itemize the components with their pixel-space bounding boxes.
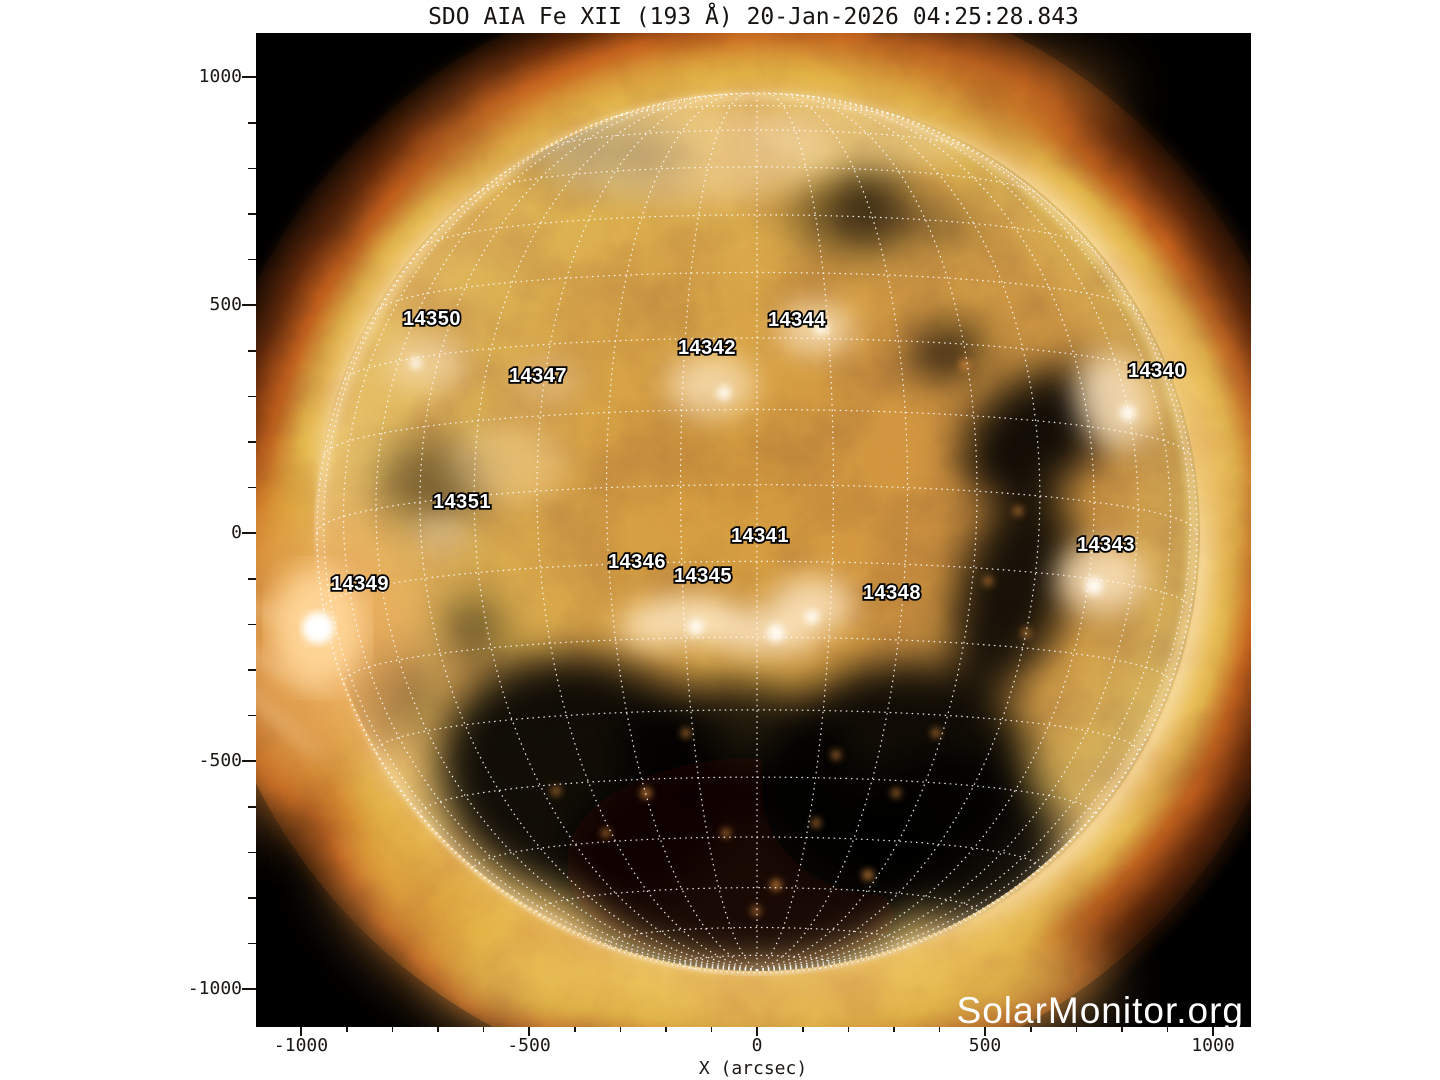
active-region-label-14340[interactable]: 14340 [1126, 358, 1187, 384]
y-minor-tick [248, 486, 256, 489]
grid-parallel [316, 484, 1198, 534]
solar-limb-circle [316, 92, 1198, 974]
x-tick-label: -1000 [273, 1035, 329, 1056]
y-minor-tick [248, 167, 256, 170]
y-minor-tick [248, 806, 256, 808]
x-minor-tick [893, 1027, 895, 1032]
x-tick-mark [528, 1027, 530, 1036]
y-tick-label: 0 [231, 522, 242, 543]
grid-parallel [541, 129, 973, 150]
grid-meridian [536, 93, 758, 971]
x-tick-label: -500 [507, 1035, 551, 1056]
x-minor-tick [482, 1027, 485, 1032]
solar-image-plot: 14350 14344 14342 14347 14340 14351 14341 14343… [132, 0, 1335, 1080]
y-tick-label: 1000 [198, 66, 242, 87]
x-tick-label: 1000 [1191, 1035, 1235, 1056]
y-tick-mark [242, 988, 256, 990]
x-minor-tick [574, 1027, 576, 1032]
y-tick-label: -1000 [187, 978, 242, 999]
active-region-label-14342[interactable]: 14342 [676, 335, 737, 361]
x-tick-mark [300, 1027, 302, 1036]
active-region-label-14349[interactable]: 14349 [329, 571, 390, 597]
grid-parallel [376, 271, 1138, 312]
grid-parallel [613, 104, 901, 118]
grid-meridian [680, 92, 758, 971]
x-minor-tick [1075, 1027, 1078, 1032]
active-region-label-14344[interactable]: 14344 [766, 307, 828, 333]
y-minor-tick [248, 350, 256, 352]
x-tick-mark [1212, 1027, 1214, 1036]
y-minor-tick [248, 395, 256, 398]
coronal-hole-bright-points [552, 360, 1030, 915]
y-minor-tick [248, 122, 256, 124]
x-minor-tick [391, 1027, 394, 1032]
y-minor-tick [248, 258, 256, 261]
x-minor-tick [710, 1027, 713, 1032]
x-tick-mark [756, 1027, 758, 1036]
active-region-label-14341[interactable]: 14341 [729, 523, 790, 549]
x-minor-tick [847, 1027, 850, 1032]
active-region-label-14351[interactable]: 14351 [431, 489, 492, 515]
y-minor-tick [248, 213, 256, 215]
grid-meridian [756, 92, 834, 971]
y-minor-tick [248, 942, 256, 945]
y-minor-tick [248, 578, 256, 580]
active-region-label-14345[interactable]: 14345 [672, 563, 733, 589]
x-minor-tick [1121, 1027, 1123, 1032]
x-minor-tick [802, 1027, 804, 1032]
plot-title: SDO AIA Fe XII (193 Å) 20-Jan-2026 04:25… [428, 4, 1079, 30]
y-tick-mark [242, 304, 256, 306]
y-minor-tick [248, 851, 256, 854]
x-minor-tick [938, 1027, 941, 1032]
active-region-label-14348[interactable]: 14348 [861, 580, 922, 606]
y-tick-mark [242, 532, 256, 534]
y-minor-tick [248, 714, 256, 717]
x-minor-tick [1166, 1027, 1169, 1032]
grid-meridian [342, 111, 758, 971]
heliographic-grid [316, 92, 1198, 974]
solarmonitor-watermark: SolarMonitor.org [957, 990, 1244, 1027]
x-tick-label: 0 [751, 1035, 763, 1056]
grid-meridian [756, 111, 1172, 971]
x-axis-title: X (arcsec) [698, 1058, 808, 1079]
x-minor-tick [346, 1027, 348, 1032]
active-region-label-14347[interactable]: 14347 [507, 363, 568, 389]
x-minor-tick [619, 1027, 622, 1032]
y-tick-mark [242, 76, 256, 78]
y-minor-tick [248, 441, 256, 443]
x-minor-tick [437, 1027, 439, 1032]
active-region-labels: 14350 14344 14342 14347 14340 14351 14341 14343… [329, 306, 1187, 606]
y-tick-mark [242, 760, 256, 762]
y-tick-label: -500 [198, 750, 242, 771]
grid-meridian [756, 93, 978, 971]
x-minor-tick [665, 1027, 667, 1032]
sdo-aia-sun-image: 14350 14344 14342 14347 14340 14351 14341 14343… [132, 0, 1335, 1080]
active-region-label-14350[interactable]: 14350 [401, 306, 462, 332]
x-tick-mark [984, 1027, 986, 1036]
grid-parallel [473, 836, 1041, 872]
grid-parallel [605, 926, 909, 950]
y-minor-tick [248, 623, 256, 626]
y-tick-label: 500 [209, 294, 242, 315]
active-region-label-14346[interactable]: 14346 [606, 549, 667, 575]
y-minor-tick [248, 669, 256, 671]
y-minor-tick [248, 897, 256, 899]
grid-parallel [342, 636, 1172, 685]
x-minor-tick [1030, 1027, 1032, 1032]
active-region-label-14343[interactable]: 14343 [1075, 532, 1136, 558]
x-tick-label: 500 [968, 1035, 1002, 1056]
